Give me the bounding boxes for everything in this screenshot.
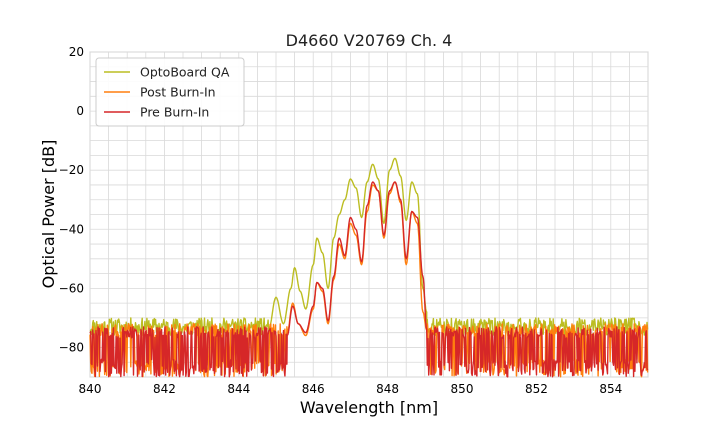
legend-box	[95, 57, 245, 127]
legend-label: Post Burn-In	[140, 85, 216, 100]
x-axis-label: Wavelength [nm]	[300, 398, 438, 417]
y-tick-label: −80	[59, 340, 84, 354]
legend-label: OptoBoard QA	[140, 65, 230, 80]
chart-title: D4660 V20769 Ch. 4	[286, 31, 453, 50]
y-axis-label: Optical Power [dB]	[39, 140, 58, 289]
x-tick-label: 850	[451, 382, 474, 396]
plot-area	[89, 157, 649, 378]
x-tick-label: 854	[599, 382, 622, 396]
legend-label: Pre Burn-In	[140, 105, 209, 120]
x-tick-label: 852	[525, 382, 548, 396]
y-tick-label: −40	[59, 222, 84, 236]
y-tick-label: −20	[59, 163, 84, 177]
y-tick-label: 0	[76, 104, 84, 118]
y-tick-labels: −80 −60 −40 −20 0 20	[59, 45, 84, 354]
x-tick-label: 848	[376, 382, 399, 396]
x-tick-label: 846	[302, 382, 325, 396]
y-tick-label: −60	[59, 281, 84, 295]
x-tick-labels: 840 842 844 846 848 850 852 854	[79, 382, 623, 396]
legend: OptoBoard QA Post Burn-In Pre Burn-In	[95, 57, 245, 127]
y-tick-label: 20	[69, 45, 84, 59]
x-tick-label: 840	[79, 382, 102, 396]
series-line-pre-burn-in	[89, 181, 649, 378]
x-tick-label: 842	[153, 382, 176, 396]
x-tick-label: 844	[227, 382, 250, 396]
